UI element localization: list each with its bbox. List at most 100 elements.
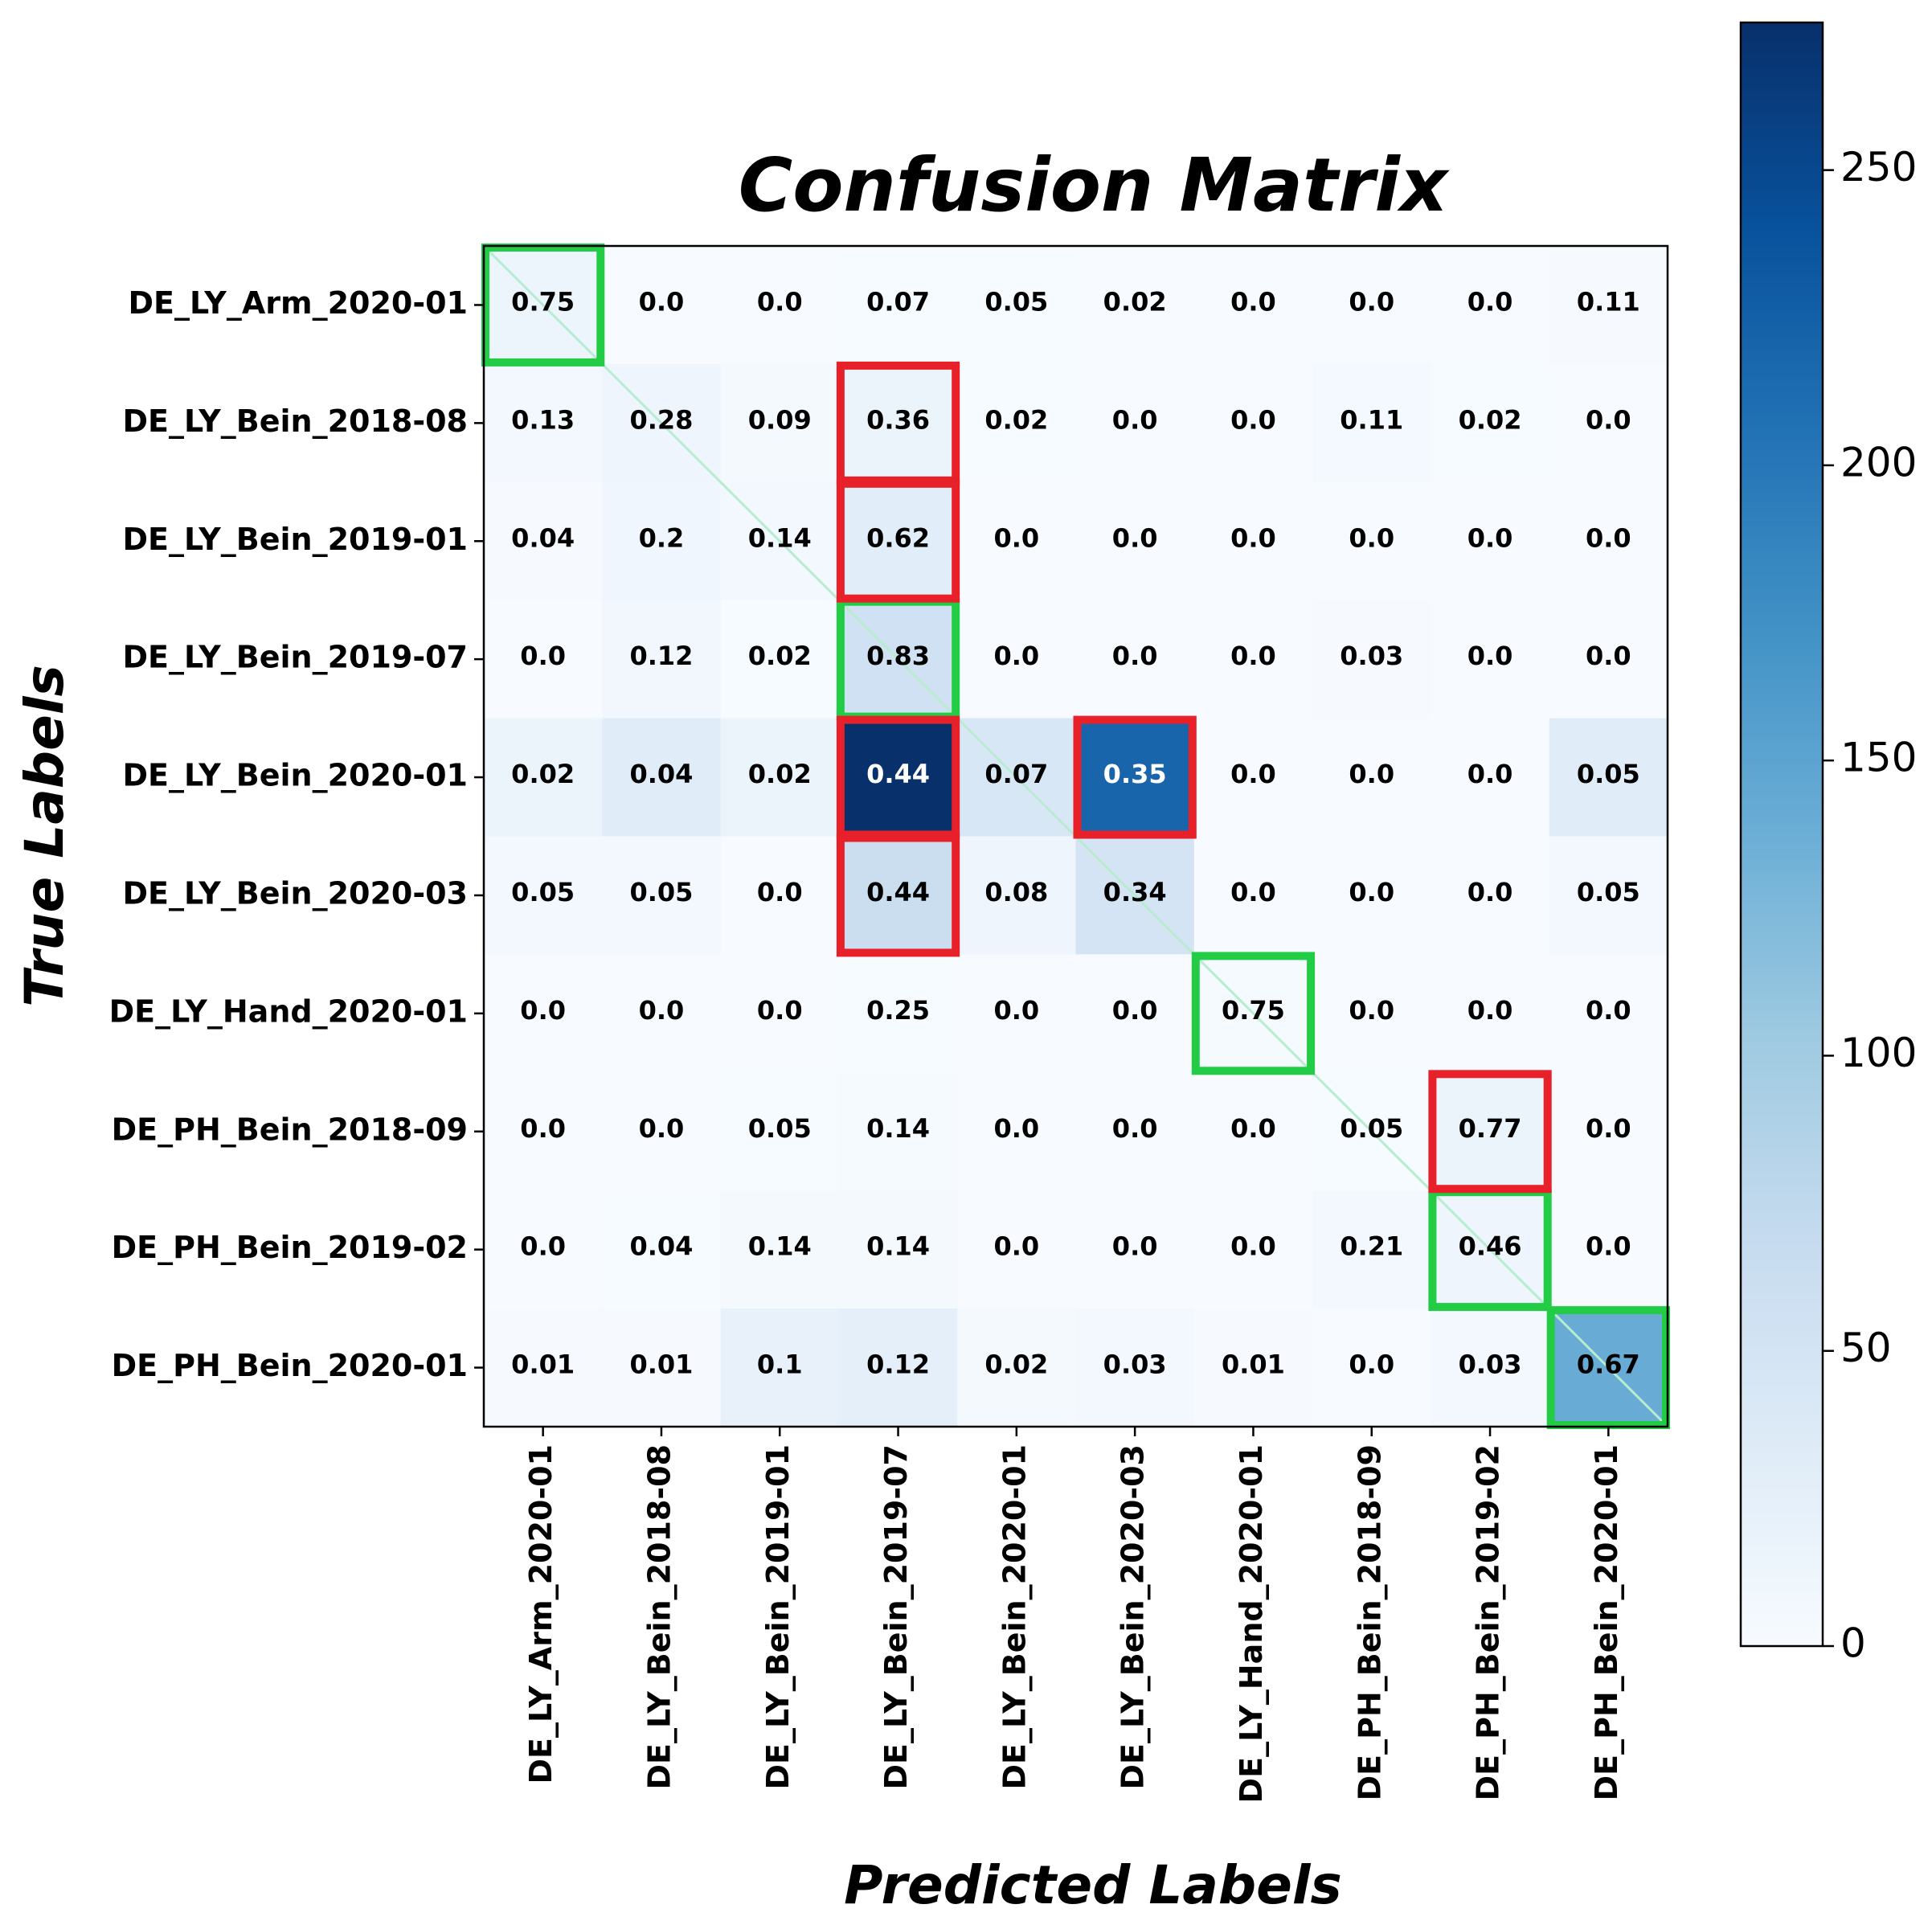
y-tick-label: DE_LY_Bein_2018-08	[122, 403, 468, 439]
cell-value-label: 0.0	[1586, 1231, 1631, 1262]
cell-value-label: 0.02	[984, 1349, 1048, 1380]
cell-value-label: 0.0	[1349, 759, 1394, 789]
heatmap-cell	[1549, 481, 1668, 601]
heatmap-cell	[957, 246, 1077, 365]
heatmap-cell	[957, 1072, 1077, 1191]
cell-value-label: 0.08	[984, 877, 1048, 907]
cell-value-label: 0.07	[984, 759, 1048, 789]
red-highlight-box	[836, 479, 960, 603]
heatmap-cell	[838, 1190, 958, 1309]
heatmap-cell	[1312, 481, 1431, 601]
cell-value-label: 0.0	[1349, 877, 1394, 907]
y-axis-title: True Labels	[14, 665, 76, 1007]
cell-value-label: 0.0	[994, 641, 1040, 671]
x-tick-label: DE_LY_Bein_2020-03	[1115, 1444, 1151, 1790]
heatmap-cell	[720, 954, 840, 1073]
cell-value-label: 0.12	[629, 641, 693, 671]
heatmap-cell	[484, 600, 603, 719]
cell-value-label: 0.02	[1459, 404, 1522, 435]
cell-value-label: 0.0	[1586, 404, 1631, 435]
cell-value-label: 0.0	[520, 1231, 566, 1262]
colorbar-tick-label: 250	[1840, 144, 1917, 190]
cell-value-label: 0.2	[639, 522, 685, 553]
cell-value-label: 0.75	[511, 286, 575, 317]
cell-value-label: 0.25	[866, 995, 930, 1026]
cell-value-label: 0.0	[1230, 877, 1276, 907]
cell-value-label: 0.36	[866, 404, 930, 435]
cell-value-label: 0.44	[866, 759, 930, 789]
cell-value-label: 0.46	[1459, 1231, 1522, 1262]
heatmap-cell	[1431, 600, 1550, 719]
cell-value-label: 0.12	[866, 1349, 930, 1380]
cell-value-label: 0.03	[1103, 1349, 1167, 1380]
cell-value-label: 0.07	[866, 286, 930, 317]
colorbar-tick-label: 0	[1840, 1620, 1866, 1667]
heatmap-cell	[602, 718, 722, 838]
heatmap-cell	[1549, 246, 1668, 365]
x-tick-label: DE_PH_Bein_2020-01	[1589, 1444, 1624, 1800]
heatmap-cell	[602, 836, 722, 955]
heatmap-cell	[838, 954, 958, 1073]
cell-value-label: 0.0	[1586, 522, 1631, 553]
colorbar-tick-label: 200	[1840, 439, 1917, 485]
heatmap-cell	[1312, 836, 1431, 955]
heatmap-cell	[1193, 1190, 1313, 1309]
cell-value-label: 0.0	[1112, 1231, 1158, 1262]
cell-value-label: 0.0	[1586, 1113, 1631, 1144]
cell-value-label: 0.05	[1577, 877, 1640, 907]
heatmap-cell	[957, 836, 1077, 955]
cell-value-label: 0.09	[748, 404, 812, 435]
heatmap-cell	[1431, 363, 1550, 483]
heatmap-cell	[720, 1190, 840, 1309]
cell-value-label: 0.0	[1230, 522, 1276, 553]
heatmap-cell	[957, 363, 1077, 483]
heatmap-cell	[1193, 1072, 1313, 1191]
cell-value-labels: 0.75 0.0 0.0 0.07 0.05 0.02 0.0 0.0 0.0 0.11 0.13 0…	[511, 286, 1640, 1379]
heatmap-cell	[602, 1190, 722, 1309]
cell-value-label: 0.02	[748, 641, 812, 671]
highlight-boxes	[481, 244, 1670, 1429]
cell-value-label: 0.03	[1459, 1349, 1522, 1380]
heatmap-cell	[1193, 836, 1313, 955]
cell-value-label: 0.0	[639, 286, 685, 317]
heatmap-cell	[957, 481, 1077, 601]
heatmap-cells	[484, 246, 1668, 1427]
heatmap-cell	[1312, 1190, 1431, 1309]
heatmap-cell	[1193, 481, 1313, 601]
heatmap-cell	[1549, 836, 1668, 955]
cell-value-label: 0.05	[1340, 1113, 1403, 1144]
x-tick-label: DE_PH_Bein_2019-02	[1471, 1444, 1506, 1800]
heatmap-cell	[720, 1072, 840, 1191]
y-tick-label: DE_LY_Arm_2020-01	[129, 285, 468, 321]
heatmap-cell	[1312, 246, 1431, 365]
cell-value-label: 0.0	[520, 1113, 566, 1144]
heatmap-cell	[1312, 363, 1431, 483]
cell-value-label: 0.0	[520, 641, 566, 671]
cell-value-label: 0.0	[1230, 641, 1276, 671]
cell-value-label: 0.44	[866, 877, 930, 907]
cell-value-label: 0.04	[511, 522, 575, 553]
heatmap-cell	[1075, 1072, 1195, 1191]
cell-value-label: 0.02	[511, 759, 575, 789]
cell-value-label: 0.03	[1340, 641, 1403, 671]
heatmap-cell	[1193, 600, 1313, 719]
cell-value-label: 0.0	[1349, 995, 1394, 1026]
cell-value-label: 0.34	[1103, 877, 1167, 907]
heatmap-cell	[484, 836, 603, 955]
heatmap-cell	[838, 718, 958, 838]
cell-value-label: 0.11	[1577, 286, 1640, 317]
heatmap-cell	[1193, 718, 1313, 838]
x-tick-label: DE_LY_Bein_2019-01	[760, 1444, 796, 1790]
x-tick-label: DE_PH_Bein_2018-09	[1352, 1444, 1387, 1800]
cell-value-label: 0.0	[1467, 995, 1513, 1026]
heatmap-cell	[602, 600, 722, 719]
colorbar-tick-label: 50	[1840, 1325, 1892, 1371]
cell-value-label: 0.0	[1586, 641, 1631, 671]
heatmap-cell	[1431, 481, 1550, 601]
heatmap-cell	[1431, 1072, 1550, 1191]
cell-value-label: 0.13	[511, 404, 575, 435]
chart-title: Confusion Matrix	[739, 142, 1450, 228]
colorbar-ticks: 0 50 100 150 200 250	[1823, 144, 1917, 1667]
green-highlight-box	[1191, 952, 1316, 1075]
